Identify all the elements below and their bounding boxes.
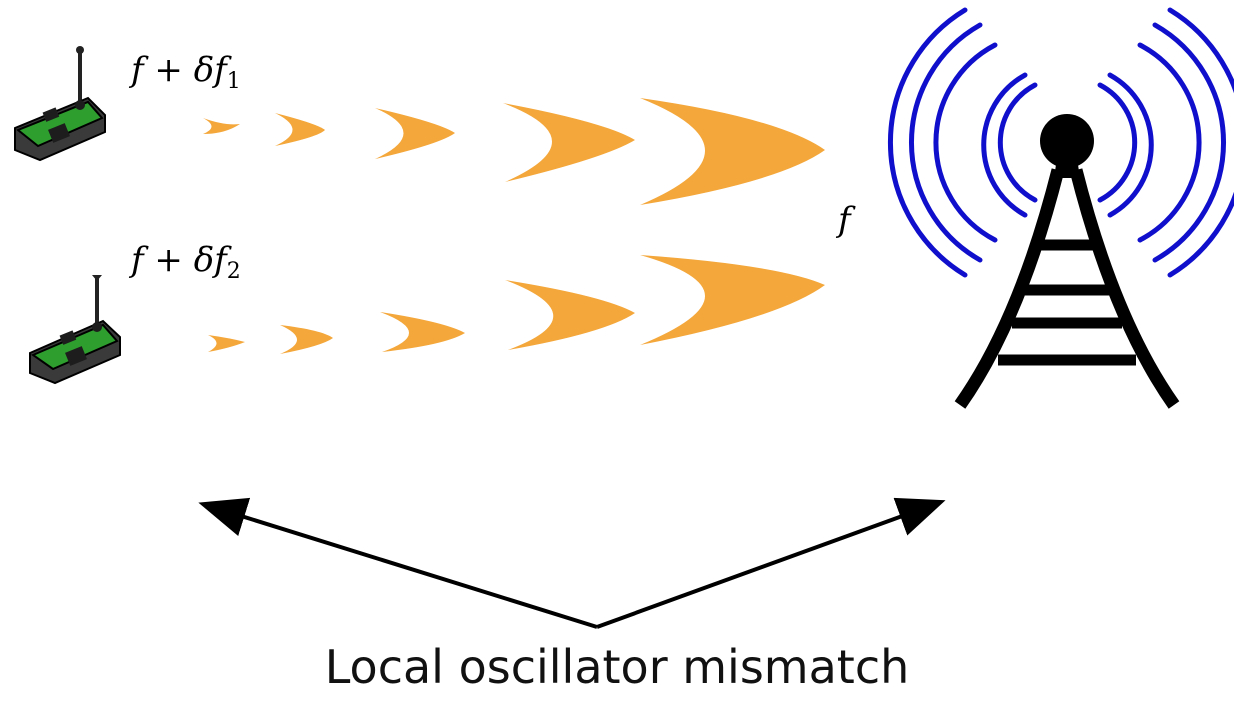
mismatch-arrows xyxy=(198,497,946,629)
base-station-frequency-label: f xyxy=(838,200,851,240)
device2-frequency-subscript: 2 xyxy=(226,259,241,284)
sensor-node-icon xyxy=(14,46,106,162)
device2-frequency-label: f + δf2 xyxy=(131,240,241,284)
signal-waves-device2 xyxy=(208,255,825,354)
caption: Local oscillator mismatch xyxy=(324,640,910,694)
arrow-to-tower xyxy=(596,497,946,629)
tower-waves xyxy=(888,7,1234,278)
device1-frequency-subscript: 1 xyxy=(226,69,241,94)
arrow-to-devices xyxy=(198,497,598,629)
signal-waves-device1 xyxy=(203,98,825,205)
radio-tower-icon xyxy=(888,7,1234,409)
device2-frequency-expr: f + δf xyxy=(131,240,227,280)
sensor-node-icon xyxy=(29,275,121,385)
device1-frequency-label: f + δf1 xyxy=(131,50,241,94)
device1-frequency-expr: f + δf xyxy=(131,50,227,90)
